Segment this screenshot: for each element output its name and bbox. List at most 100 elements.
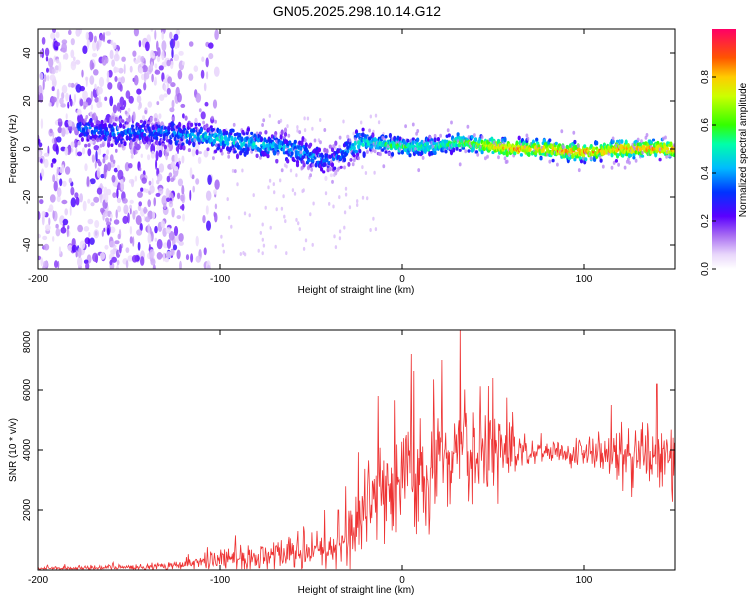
spectrogram-noise-cell — [39, 92, 44, 103]
spectrogram-ridge-cell — [554, 141, 558, 146]
spectrogram-halo-cell — [351, 162, 355, 167]
spectrogram-noise-cell — [91, 53, 98, 58]
spectrogram-noise-cell — [156, 179, 160, 185]
spectrogram-noise-cell — [70, 141, 75, 148]
spectrogram-noise-cell — [129, 199, 134, 204]
spectrogram-noise-cell — [77, 247, 82, 258]
spectrogram-noise-cell — [136, 88, 142, 95]
spectrogram-noise-cell — [48, 57, 54, 68]
spectrogram-ridge-cell — [339, 165, 343, 169]
spectrogram-noise-cell — [104, 56, 109, 64]
spectrogram-noise-cell — [243, 252, 247, 257]
spectrogram-ridge-cell — [346, 134, 350, 139]
spectrogram-noise-cell — [143, 206, 148, 214]
spectrogram-noise-cell — [149, 185, 155, 194]
spectrogram-halo-cell — [354, 137, 357, 141]
spectrogram-noise-cell — [114, 76, 118, 82]
spectrogram-noise-cell — [94, 220, 100, 228]
spectrogram-noise-cell — [110, 213, 113, 219]
spectrogram-noise-cell — [77, 256, 83, 268]
spectrogram-noise-cell — [138, 201, 142, 207]
spectrogram-ridge-cell — [84, 143, 88, 148]
spectrogram-noise-cell — [207, 174, 212, 185]
spectrogram-noise-cell — [132, 236, 135, 247]
spectrogram-noise-cell — [206, 260, 211, 269]
spectrogram-halo-cell — [568, 152, 571, 157]
spectrogram-noise-cell — [298, 227, 301, 232]
spectrogram-noise-cell — [106, 77, 110, 84]
spectrogram-ridge-cell — [302, 162, 306, 168]
spectrogram-noise-cell — [41, 210, 46, 218]
spectrogram-noise-cell — [64, 146, 69, 156]
spectrogram-ridge-cell — [325, 148, 329, 154]
spectrogram-ridge-cell — [330, 147, 335, 153]
spectrogram-ridge-cell — [91, 138, 95, 142]
spectrogram-noise-cell — [170, 82, 176, 88]
spectrogram-ridge-cell — [299, 145, 303, 152]
spectrogram-noise-cell — [191, 174, 195, 180]
spectrogram-noise-cell — [171, 48, 174, 59]
spectrogram-ridge-cell — [333, 166, 337, 171]
spectrogram-noise-cell — [116, 188, 119, 199]
spectrogram-noise-cell — [159, 94, 165, 101]
spectrogram-noise-cell — [377, 120, 381, 125]
spectrogram-halo-cell — [166, 152, 170, 157]
spectrogram-noise-cell — [208, 42, 214, 49]
spectrogram-noise-cell — [282, 194, 285, 199]
spectrogram-noise-cell — [137, 105, 141, 110]
spectrogram-noise-cell — [87, 198, 91, 204]
spectrogram-halo-cell — [379, 152, 382, 157]
spectrogram-noise-cell — [130, 179, 135, 188]
spectrogram-noise-cell — [141, 65, 148, 73]
spectrogram-noise-cell — [328, 201, 331, 206]
spectrogram-noise-cell — [110, 39, 114, 46]
spectrogram-halo-cell — [135, 137, 139, 142]
spectrogram-ridge-cell — [321, 154, 325, 159]
spectrogram-halo-cell — [232, 122, 236, 127]
spectrogram-noise-cell — [138, 67, 144, 74]
spectrogram-noise-cell — [220, 234, 223, 239]
spectrogram-noise-cell — [189, 167, 193, 178]
spectrogram-noise-cell — [173, 33, 179, 41]
spectrogram-noise-cell — [212, 99, 218, 109]
spectrogram-ridge-cell — [528, 146, 532, 152]
spectrogram-noise-cell — [338, 144, 341, 149]
spectrogram-ridge-cell — [195, 149, 199, 156]
spectrogram-ridge-cell — [104, 126, 108, 132]
spectrogram-noise-cell — [89, 75, 95, 85]
spectrogram-noise-cell — [79, 240, 86, 250]
spectrogram-noise-cell — [162, 252, 166, 262]
spectrogram-noise-cell — [102, 157, 106, 164]
spectrogram-ridge-cell — [163, 144, 167, 150]
spectrogram-noise-cell — [150, 52, 156, 59]
spectrogram-ridge-cell — [90, 122, 94, 127]
spectrogram-noise-cell — [76, 108, 82, 116]
spectrogram-halo-cell — [560, 129, 564, 134]
spectrogram-y-tick-label: -40 — [22, 237, 33, 252]
snr-y-tick-label: 8000 — [22, 330, 33, 353]
spectrogram-noise-cell — [97, 147, 102, 156]
spectrogram-noise-cell — [125, 90, 131, 99]
spectrogram-noise-cell — [231, 168, 235, 173]
spectrogram-noise-cell — [157, 47, 161, 57]
spectrogram-halo-cell — [299, 150, 303, 155]
spectrogram-ridge-cell — [624, 139, 628, 145]
spectrogram-noise-cell — [79, 193, 83, 203]
spectrogram-noise-cell — [194, 142, 200, 151]
spectrogram-noise-cell — [81, 147, 86, 155]
spectrogram-noise-cell — [189, 189, 192, 201]
spectrogram-noise-cell — [92, 40, 97, 52]
spectrogram-noise-cell — [136, 229, 143, 236]
spectrogram-noise-cell — [89, 178, 96, 185]
spectrogram-noise-cell — [109, 240, 116, 248]
spectrogram-halo-cell — [497, 155, 500, 160]
spectrogram-noise-cell — [46, 67, 49, 73]
spectrogram-ridge-cell — [242, 132, 246, 136]
spectrogram-halo-cell — [164, 150, 167, 155]
spectrogram-noise-cell — [99, 252, 106, 260]
spectrogram-ridge-cell — [136, 122, 140, 127]
spectrogram-noise-cell — [203, 82, 207, 92]
spectrogram-halo-cell — [464, 149, 468, 154]
spectrogram-noise-cell — [61, 92, 65, 100]
spectrogram-noise-cell — [344, 192, 348, 197]
